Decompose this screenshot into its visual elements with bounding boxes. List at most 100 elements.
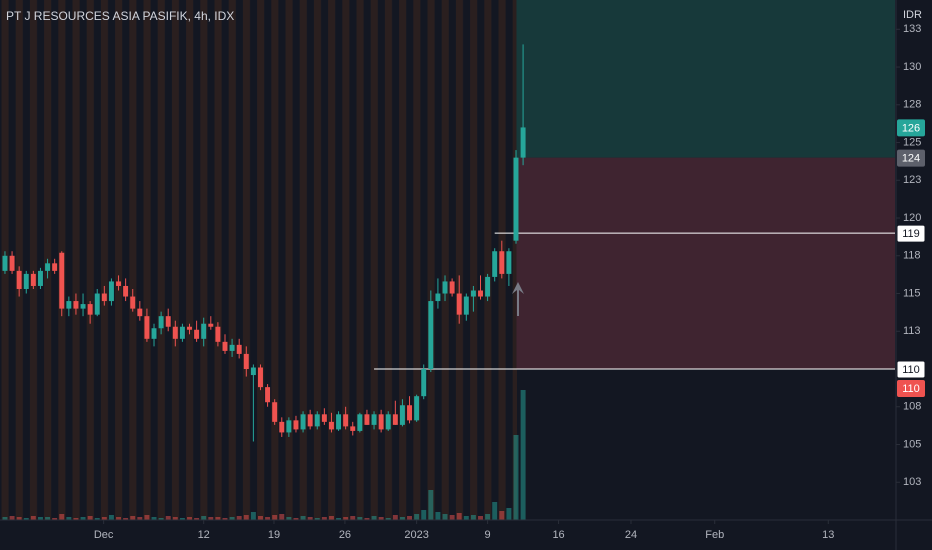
- candle-body: [236, 344, 242, 354]
- candle-body: [350, 426, 356, 431]
- price-label: 124: [902, 153, 920, 165]
- price-label: 126: [902, 122, 920, 134]
- volume-bar: [257, 516, 263, 520]
- candle-body: [250, 367, 256, 376]
- candle-body: [307, 414, 313, 427]
- candle-body: [435, 293, 441, 302]
- price-label-box: [896, 224, 926, 243]
- candle-body: [151, 328, 157, 339]
- candle-body: [30, 273, 36, 286]
- volume-bar: [407, 516, 413, 520]
- candle-body: [94, 293, 100, 315]
- candle-body: [385, 414, 391, 430]
- price-label: 110: [902, 383, 920, 395]
- volume-bar: [378, 517, 384, 520]
- volume-bar: [87, 516, 93, 520]
- volume-bar: [250, 512, 256, 520]
- candle-body: [222, 341, 228, 351]
- volume-bar: [520, 390, 526, 520]
- candle-body: [328, 421, 334, 430]
- candle-body: [80, 304, 86, 309]
- volume-bar: [414, 514, 420, 520]
- volume-bar: [449, 515, 455, 520]
- candle-body: [442, 281, 448, 294]
- volume-bar: [272, 515, 278, 520]
- volume-bar: [492, 502, 498, 520]
- volume-bar: [9, 516, 15, 520]
- volume-bar: [371, 516, 377, 520]
- volume-bar: [108, 515, 114, 520]
- volume-bar: [158, 518, 164, 520]
- price-label-box: [897, 149, 925, 167]
- candle-body: [343, 414, 349, 427]
- candle-body: [378, 414, 384, 430]
- volume-bar: [172, 517, 178, 520]
- y-tick-label: 108: [903, 401, 921, 413]
- candle-body: [52, 263, 58, 271]
- candle-body: [243, 353, 249, 370]
- candle-body: [257, 367, 263, 388]
- candle-body: [364, 414, 370, 425]
- candle-body: [456, 293, 462, 315]
- volume-bar: [222, 518, 228, 520]
- volume-bar: [2, 517, 8, 520]
- price-label: 110: [902, 364, 920, 376]
- volume-bar: [456, 513, 462, 520]
- y-tick-label: 115: [903, 287, 921, 299]
- candle-body: [286, 420, 292, 433]
- volume-bar: [201, 516, 207, 520]
- candle-body: [59, 252, 65, 309]
- candle-body: [23, 273, 29, 289]
- price-label-box: [897, 119, 925, 137]
- x-tick-label: Feb: [705, 529, 724, 541]
- candle-body: [428, 301, 434, 370]
- y-tick-label: 113: [903, 325, 921, 337]
- candle-body: [215, 326, 221, 342]
- y-tick-label: 133: [903, 23, 921, 35]
- candle-body: [9, 255, 15, 271]
- volume-bar: [385, 518, 391, 520]
- candle-body: [279, 421, 285, 433]
- x-tick-label: 16: [552, 529, 564, 541]
- volume-bar: [52, 518, 58, 520]
- candle-body: [16, 270, 22, 289]
- volume-bar: [45, 517, 51, 520]
- x-tick-label: 26: [339, 529, 351, 541]
- volume-bar: [357, 517, 363, 520]
- volume-bar: [94, 518, 100, 520]
- y-tick-label: 123: [903, 174, 921, 186]
- x-tick-label: 24: [625, 529, 637, 541]
- volume-bar: [16, 517, 22, 520]
- volume-bar: [123, 518, 129, 520]
- chart-title: PT J RESOURCES ASIA PASIFIK, 4h, IDX: [6, 9, 234, 23]
- volume-bar: [392, 515, 398, 520]
- y-tick-label: 118: [903, 250, 921, 262]
- candle-body: [130, 296, 136, 309]
- volume-bar: [101, 517, 107, 520]
- volume-bar: [364, 518, 370, 520]
- candle-body: [520, 127, 526, 158]
- volume-bar: [442, 514, 448, 520]
- price-label: 119: [902, 228, 920, 240]
- candle-body: [485, 276, 491, 297]
- candle-body: [123, 285, 129, 297]
- candle-body: [470, 290, 476, 297]
- x-tick-label: 2023: [404, 529, 428, 541]
- currency-label: IDR: [903, 9, 922, 21]
- x-tick-label: Dec: [94, 529, 114, 541]
- volume-bar: [478, 516, 483, 520]
- volume-bar: [23, 518, 29, 520]
- candle-body: [66, 301, 72, 309]
- candle-body: [407, 405, 413, 421]
- price-label-box: [896, 360, 926, 379]
- volume-bar: [59, 514, 65, 520]
- candle-body: [492, 251, 498, 277]
- candle-body: [158, 316, 164, 329]
- candle-body: [229, 344, 235, 351]
- candle-body: [321, 414, 327, 422]
- candle-body: [179, 326, 185, 339]
- candle-body: [73, 301, 79, 309]
- candle-body: [463, 296, 469, 315]
- x-tick-label: 9: [485, 529, 491, 541]
- volume-bar: [243, 515, 249, 520]
